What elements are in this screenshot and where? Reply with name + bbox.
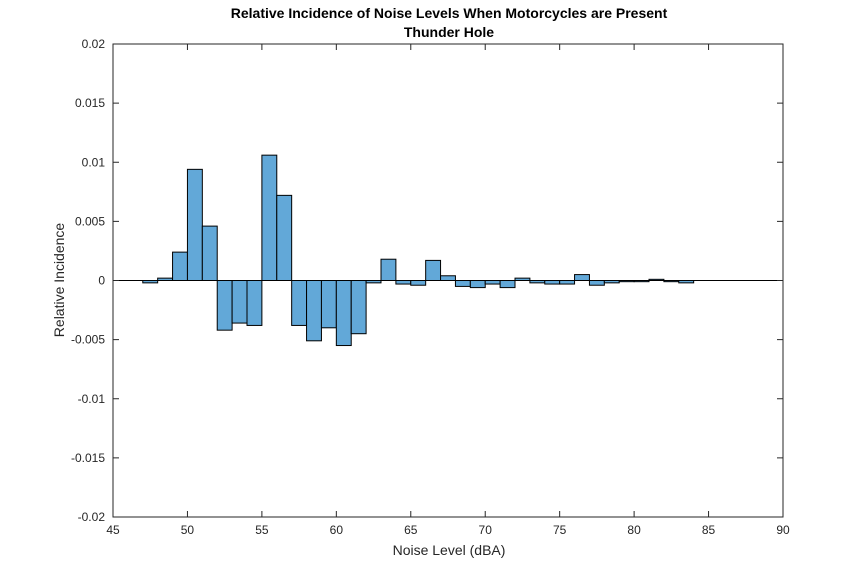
bar	[454, 280, 471, 287]
x-tick-label: 55	[255, 523, 269, 537]
bar	[559, 280, 576, 285]
bar	[186, 168, 203, 281]
bar	[201, 225, 218, 281]
x-axis-label: Noise Level (dBA)	[393, 542, 506, 558]
y-tick-label: 0.005	[75, 214, 105, 228]
y-axis-label: Relative Incidence	[51, 223, 67, 338]
bar	[276, 194, 293, 281]
bar	[544, 280, 561, 285]
bar	[291, 280, 308, 326]
x-tick-label: 50	[181, 523, 195, 537]
bar	[216, 280, 233, 331]
bar	[231, 280, 248, 324]
x-tick-label: 75	[553, 523, 567, 537]
y-tick-label: 0.02	[82, 37, 106, 51]
y-tick-label: 0.015	[75, 96, 105, 110]
bar	[574, 274, 590, 281]
bar	[335, 280, 352, 347]
bar	[410, 280, 427, 286]
bar	[440, 275, 456, 281]
x-axis-ticks: 45 50 55 60 65 70 75 80 85 90	[106, 44, 790, 537]
y-tick-label: -0.005	[71, 333, 105, 347]
y-axis-ticks: -0.02 -0.015 -0.01 -0.005 0 0.005 0.01 0.015 0.0…	[71, 37, 783, 524]
y-tick-label: -0.015	[71, 451, 105, 465]
chart-title: Relative Incidence of Noise Levels When …	[231, 5, 668, 21]
y-tick-label: -0.02	[78, 510, 106, 524]
x-tick-label: 45	[106, 523, 120, 537]
bar	[350, 280, 367, 335]
x-tick-label: 85	[702, 523, 716, 537]
y-tick-label: 0	[98, 274, 105, 288]
chart-subtitle: Thunder Hole	[404, 24, 494, 40]
bar	[425, 259, 442, 281]
x-tick-label: 80	[627, 523, 641, 537]
x-tick-label: 60	[330, 523, 344, 537]
bar	[395, 280, 412, 285]
bar	[172, 251, 188, 281]
bar	[588, 280, 605, 286]
x-tick-label: 65	[404, 523, 418, 537]
bar	[484, 280, 501, 285]
bar	[499, 280, 516, 289]
y-tick-label: -0.01	[78, 392, 106, 406]
x-tick-label: 70	[479, 523, 493, 537]
x-tick-label: 90	[776, 523, 790, 537]
bars-group	[142, 154, 695, 347]
bar	[380, 258, 397, 281]
bar	[469, 280, 486, 289]
bar	[306, 280, 322, 342]
bar	[320, 280, 337, 329]
bar	[261, 154, 278, 281]
bar	[246, 280, 263, 326]
y-tick-label: 0.01	[82, 155, 106, 169]
